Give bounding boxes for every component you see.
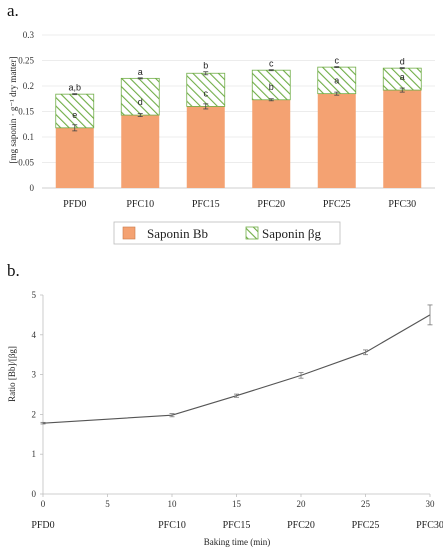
panel-b-x-tick-label: 5 [105, 499, 110, 509]
bar-saponin-bb [383, 90, 422, 188]
bar-saponin-bb [252, 99, 291, 188]
panel-b-x-tick-label: 30 [426, 499, 436, 509]
panel-a-y-tick-label: 0.3 [23, 30, 35, 40]
significance-letter-bg: d [400, 57, 405, 67]
bar-saponin-bb [317, 93, 356, 188]
significance-letter-bb: e [72, 110, 77, 120]
legend-swatch-bb [122, 226, 136, 240]
panel-a-legend: Saponin Bb Saponin βg [113, 221, 341, 245]
panel-a-y-tick-label: 0 [30, 183, 35, 193]
significance-letter-bg: c [269, 59, 274, 69]
panel-b-label: b. [7, 261, 20, 280]
legend-swatch-bg [245, 226, 259, 240]
ratio-line [42, 314, 431, 424]
panel-a-x-tick-label: PFC30 [388, 199, 416, 210]
panel-a-y-tick-label: 0.05 [18, 158, 34, 168]
panel-b-y-tick-label: 0 [32, 489, 37, 499]
panel-b-x-tick-label: 20 [297, 499, 307, 509]
panel-b-sample-label: PFD0 [31, 520, 54, 531]
panel-b-sample-label: PFC10 [158, 520, 186, 531]
panel-b-y-tick-label: 3 [32, 370, 37, 380]
panel-a-x-tick-label: PFC25 [323, 199, 351, 210]
significance-letter-bg: a [138, 67, 143, 77]
panel-a-x-tick-label: PFC15 [192, 199, 220, 210]
panel-a-y-axis-label: [mg saponin · g⁻¹ dry matter] [8, 57, 18, 164]
panel-a-x-tick-label: PFC10 [126, 199, 154, 210]
panel-b-y-tick-label: 5 [32, 290, 37, 300]
legend-label-bg: Saponin βg [262, 226, 321, 241]
panel-a-y-tick-label: 0.25 [18, 56, 34, 66]
legend-label-bb: Saponin Bb [147, 226, 208, 241]
bar-saponin-bb [186, 106, 225, 188]
significance-letter-bg: c [335, 56, 340, 66]
panel-b-sample-label: PFC15 [223, 520, 251, 531]
panel-a-y-tick-label: 0.2 [23, 81, 34, 91]
significance-letter-bb: a [400, 72, 405, 82]
significance-letter-bg: b [203, 61, 208, 71]
significance-letter-bb: b [269, 82, 274, 92]
bar-saponin-bb [121, 115, 160, 188]
panel-b-x-tick-label: 15 [232, 499, 242, 509]
panel-b-sample-label: PFC30 [416, 520, 443, 531]
bar-saponin-bb [55, 127, 94, 188]
panel-b-x-axis-label: Baking time (min) [204, 537, 271, 547]
panel-a-y-tick-label: 0.1 [23, 132, 34, 142]
bar-saponin-bg [251, 69, 291, 101]
significance-letter-bg: a,b [68, 83, 81, 93]
panel-b-sample-label: PFC25 [352, 520, 380, 531]
legend-box [113, 221, 341, 245]
panel-b-x-tick-label: 25 [361, 499, 371, 509]
panel-a-x-tick-label: PFC20 [257, 199, 285, 210]
panel-a-y-tick-label: 0.15 [18, 107, 34, 117]
bar-saponin-bg [186, 72, 226, 107]
panel-b-y-axis-label: Ratio [Bb]/[βg] [7, 346, 17, 402]
panel-b-y-tick-label: 4 [32, 330, 37, 340]
panel-b-plot-area: 0 1 2 3 4 5 0 5 10 15 20 25 30 PFD0 PFC10 PFC15 PFC20 PFC… [31, 290, 443, 531]
panel-a-tick-labels: 00.050.10.150.20.250.3ea,bPFD0daPFC10cbP… [18, 30, 416, 210]
panel-b-x-tick-label: 0 [41, 499, 46, 509]
panel-b-x-tick-label: 10 [168, 499, 178, 509]
panel-a-bars [55, 66, 422, 188]
significance-letter-bb: d [138, 97, 143, 107]
panel-a-label: a. [7, 1, 19, 20]
panel-a-x-tick-label: PFD0 [63, 199, 86, 210]
panel-b-y-tick-label: 1 [32, 449, 37, 459]
panel-b-sample-label: PFC20 [287, 520, 315, 531]
significance-letter-bb: c [204, 88, 209, 98]
panel-b-y-tick-label: 2 [32, 409, 37, 419]
significance-letter-bb: a [334, 76, 339, 86]
panel-a-plot-area [42, 34, 435, 189]
